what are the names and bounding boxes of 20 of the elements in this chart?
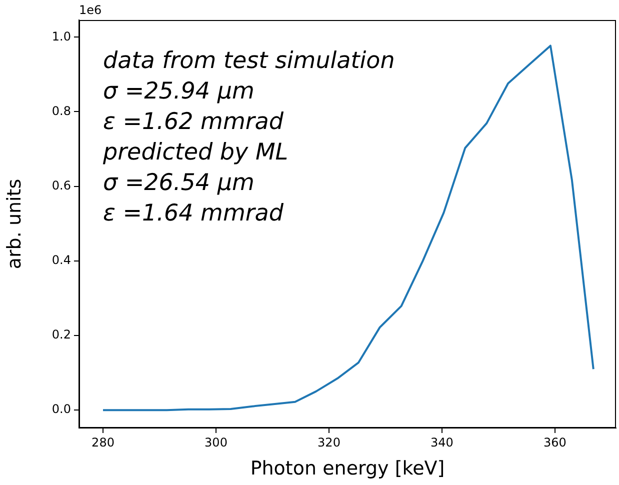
- x-tick-label: 320: [318, 435, 340, 450]
- annotation: data from test simulation: [103, 48, 395, 74]
- y-tick-label: 0.6: [52, 178, 71, 192]
- x-tick-label: 340: [430, 435, 454, 450]
- text: 1e6: [79, 3, 102, 17]
- y-tick-label: 0.2: [52, 328, 71, 342]
- annotation: predicted by ML: [102, 140, 288, 166]
- y-axis-title: arb. units: [3, 178, 26, 270]
- x-tick-label: 360: [544, 435, 566, 450]
- annotation: ε =1.64 mmrad: [103, 200, 284, 226]
- y-tick-label: 0.8: [52, 104, 71, 118]
- y-tick-label: 0.0: [52, 402, 71, 416]
- y-tick-label: 1.0: [52, 29, 71, 44]
- annotation: σ =26.54 μm: [103, 170, 254, 196]
- y-tick-label: 0.4: [52, 253, 71, 268]
- x-tick-label: 280: [92, 435, 114, 450]
- annotation: σ =25.94 μm: [103, 78, 254, 104]
- x-axis-title: Photon energy [keV]: [250, 458, 445, 480]
- annotation: ε =1.62 mmrad: [103, 109, 284, 135]
- x-tick-label: 300: [204, 435, 228, 450]
